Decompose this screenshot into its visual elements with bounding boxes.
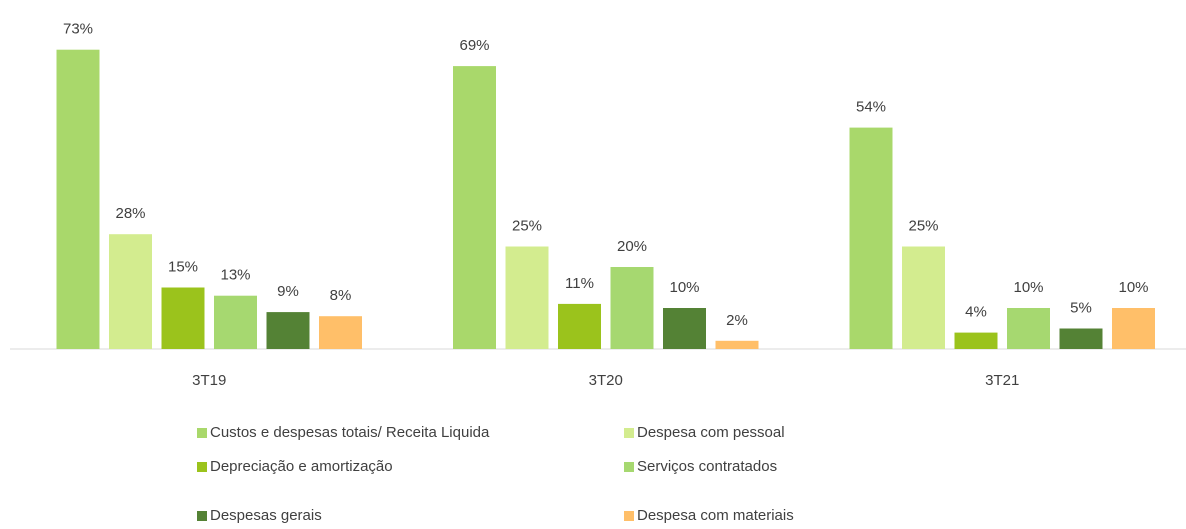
data-label: 4% <box>965 304 987 321</box>
bar <box>505 246 549 349</box>
x-tick-label: 3T19 <box>192 372 226 389</box>
bar <box>109 234 152 349</box>
bar <box>319 316 362 349</box>
data-label: 8% <box>330 287 352 304</box>
x-tick-label: 3T20 <box>589 372 623 389</box>
data-label: 10% <box>1013 279 1043 296</box>
data-label: 5% <box>1070 299 1092 316</box>
bar <box>161 287 205 349</box>
legend-label: Despesa com materiais <box>637 507 794 524</box>
legend-label: Custos e despesas totais/ Receita Liquid… <box>210 424 490 441</box>
bar <box>214 295 257 349</box>
legend-swatch <box>197 462 207 472</box>
bar <box>610 267 654 349</box>
legend-label: Depreciação e amortização <box>210 458 393 475</box>
data-label: 28% <box>115 205 145 222</box>
data-label: 11% <box>565 275 594 292</box>
data-label: 9% <box>277 283 299 300</box>
bar <box>266 312 310 349</box>
data-label: 13% <box>220 267 250 284</box>
legend-label: Despesas gerais <box>210 507 322 524</box>
bar <box>1112 308 1155 349</box>
data-label: 69% <box>459 37 489 54</box>
x-tick-label: 3T21 <box>985 372 1019 389</box>
bar <box>715 340 759 349</box>
legend-swatch <box>624 428 634 438</box>
data-label: 54% <box>856 99 886 116</box>
legend-swatch <box>197 511 207 521</box>
data-label: 25% <box>512 217 542 234</box>
bar <box>558 303 601 349</box>
bar <box>902 246 945 349</box>
bar <box>56 49 100 349</box>
data-label: 20% <box>617 238 647 255</box>
data-label: 25% <box>908 217 938 234</box>
bar <box>453 66 496 349</box>
legend-label: Serviços contratados <box>637 458 777 475</box>
legend-swatch <box>624 511 634 521</box>
data-label: 10% <box>669 279 699 296</box>
bar <box>1059 328 1103 349</box>
data-label: 10% <box>1118 279 1148 296</box>
data-label: 15% <box>168 258 198 275</box>
bar <box>954 332 998 349</box>
legend-swatch <box>624 462 634 472</box>
bar <box>663 308 706 349</box>
legend-swatch <box>197 428 207 438</box>
data-label: 73% <box>63 21 93 38</box>
bar <box>849 127 893 349</box>
legend-label: Despesa com pessoal <box>637 424 785 441</box>
data-label: 2% <box>726 312 748 329</box>
bar <box>1007 308 1050 349</box>
